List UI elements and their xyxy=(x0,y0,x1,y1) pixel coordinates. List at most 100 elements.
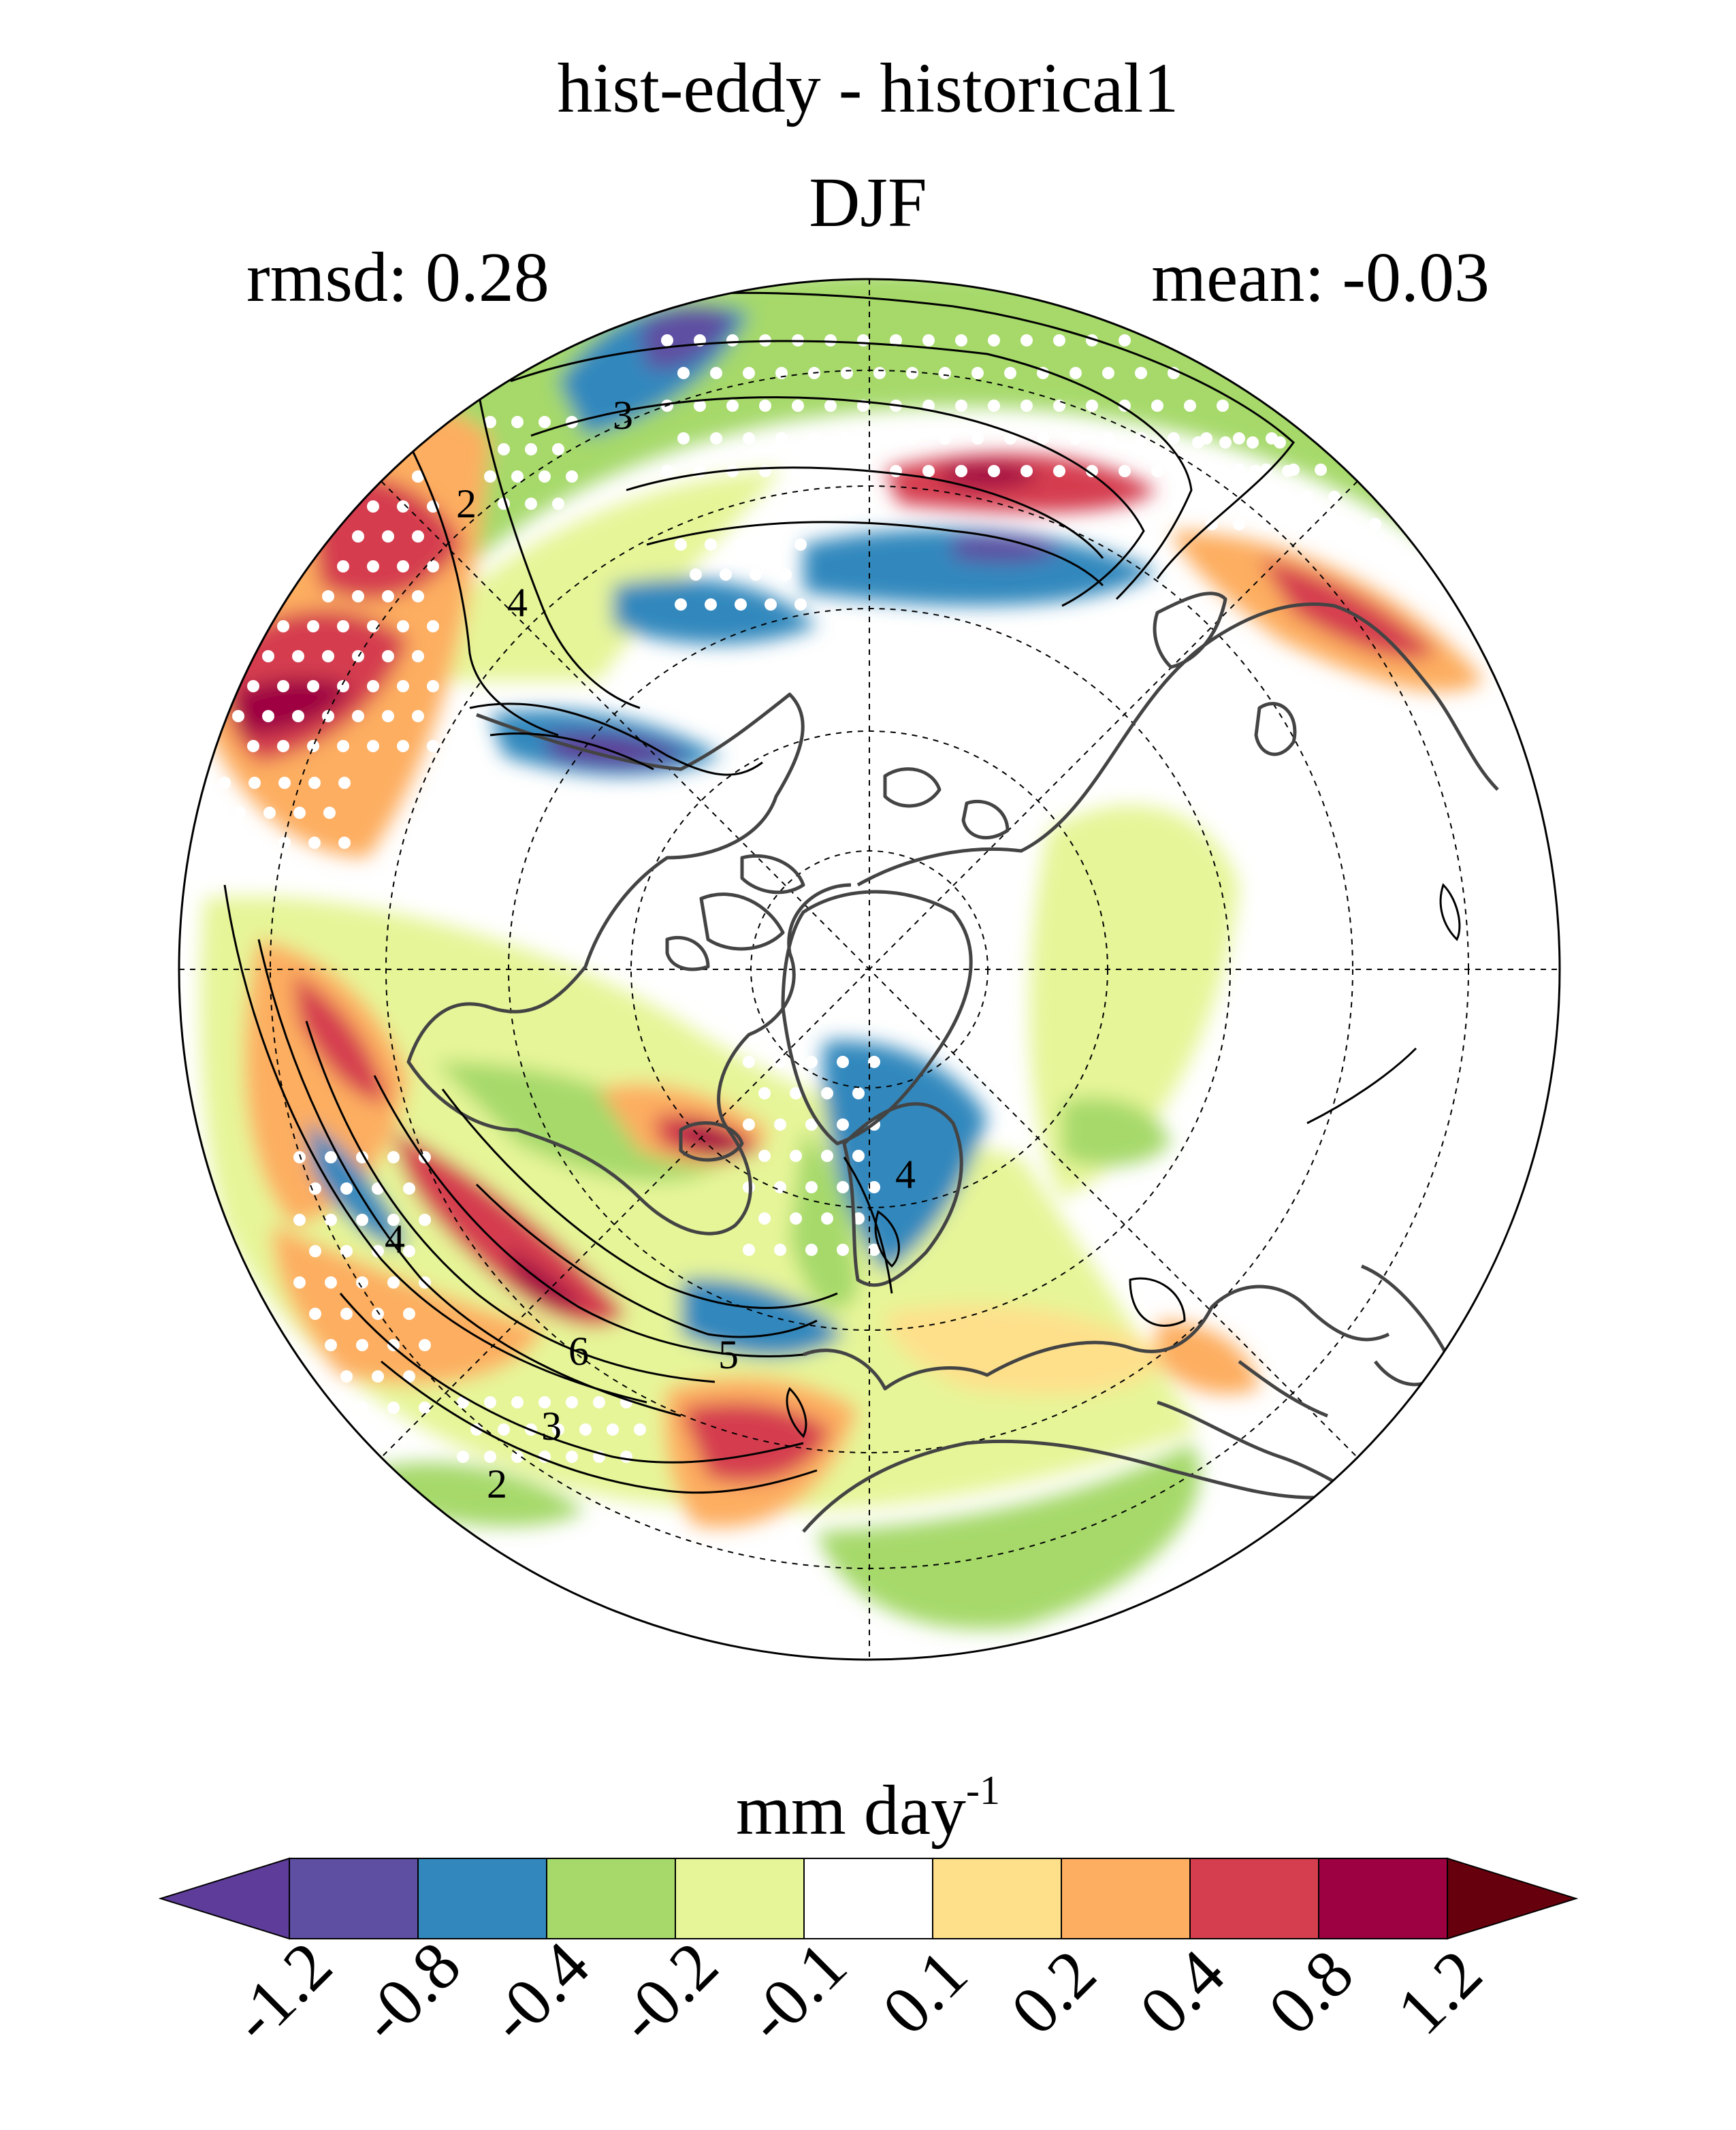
colorbar-tick-label: -0.1 xyxy=(731,1927,861,2056)
stipple-dot xyxy=(552,1423,564,1436)
stipple-dot xyxy=(397,620,409,632)
stipple-dot xyxy=(262,710,274,722)
colorbar-extend-low xyxy=(158,1857,290,1940)
stipple-dot xyxy=(337,740,349,752)
stipple-dot xyxy=(247,740,259,752)
stipple-dot xyxy=(293,1276,306,1289)
stipple-dot xyxy=(661,465,673,477)
coastline-kamchatka xyxy=(1153,592,1227,669)
stipple-dot xyxy=(726,400,739,412)
meridian-135e-45w xyxy=(381,481,1358,1458)
stipple-dot xyxy=(277,680,289,692)
stipple-dot xyxy=(352,710,364,722)
stipple-dot xyxy=(427,680,439,692)
stipple-dot xyxy=(593,1396,605,1408)
contour-aleutian-1 xyxy=(469,703,763,776)
stipple-dot xyxy=(710,432,722,445)
stipple-dot xyxy=(971,367,984,379)
contour-west-pacific-1 xyxy=(407,442,559,737)
colorbar-tick-label: -1.2 xyxy=(216,1927,346,2056)
coastline-arctic-islands xyxy=(883,767,1010,840)
stipple-dot xyxy=(852,1212,865,1225)
field-purple-mid-pacific xyxy=(953,535,1062,563)
stipple-dot xyxy=(337,560,349,572)
stipple-dot xyxy=(307,680,319,692)
stipple-dot xyxy=(293,807,306,819)
stipple-dot xyxy=(1247,436,1259,449)
stipple-dot xyxy=(403,1308,415,1320)
stipple-dot xyxy=(955,334,967,346)
stipple-dot xyxy=(419,1339,431,1351)
stipple-dot xyxy=(356,1339,368,1351)
stipple-dot xyxy=(868,1244,880,1256)
stipple-dot xyxy=(403,1245,415,1257)
stipple-dot xyxy=(1219,491,1232,503)
field-yellow-pacific xyxy=(381,470,783,681)
stipple-dot xyxy=(427,620,439,632)
stipple-dot xyxy=(412,470,424,483)
stipple-dot xyxy=(263,807,276,819)
stipple-dot xyxy=(292,710,304,722)
field-red-gulfstream xyxy=(395,1130,626,1326)
stipple-dot xyxy=(234,807,246,819)
stipple-dot xyxy=(794,598,807,611)
colorbar-box xyxy=(1318,1858,1448,1939)
stipple-dot xyxy=(1217,465,1229,477)
stipple-dot xyxy=(1369,518,1381,530)
stipple-dot xyxy=(774,1118,786,1131)
stipple-dot xyxy=(356,1276,368,1289)
stipple-dot xyxy=(841,432,853,445)
stipple-dot xyxy=(743,1244,755,1256)
stipple-dot xyxy=(419,1402,431,1414)
stipple-dot xyxy=(906,432,918,445)
stipple-dot xyxy=(837,1181,849,1193)
stipple-dot xyxy=(397,740,409,752)
coastline-europe xyxy=(803,1285,1390,1391)
stipple-dot xyxy=(1020,465,1033,477)
stipple-dot xyxy=(340,1182,353,1195)
stipple-dot xyxy=(677,367,690,379)
stipple-dot xyxy=(790,1087,802,1099)
contour-east-asia-1 xyxy=(1439,883,1461,941)
stipple-dot xyxy=(307,620,319,632)
colorbar-unit-label: mm day-1 xyxy=(0,1770,1736,1846)
field-darkred-westcoast xyxy=(231,678,354,735)
stipple-dot xyxy=(1396,1075,1409,1087)
contour-atlantic-7 xyxy=(339,1293,804,1464)
stipple-dot xyxy=(397,680,409,692)
stipple-dot xyxy=(219,837,231,849)
stipple-dot xyxy=(484,470,496,483)
stipple-dot xyxy=(356,1214,368,1226)
stipple-dot xyxy=(955,400,967,412)
stipple-dot xyxy=(758,1150,771,1162)
stipple-dot xyxy=(1486,1015,1498,1027)
stipple-dot xyxy=(765,538,777,551)
stipple-dot xyxy=(1315,464,1327,476)
stipple-dot xyxy=(397,500,409,513)
stipple-dot xyxy=(821,1087,833,1099)
stipple-dot xyxy=(579,1423,592,1436)
stipple-dot xyxy=(566,1396,578,1408)
stipple-dot xyxy=(1192,491,1204,503)
stipple-dot xyxy=(774,1056,786,1068)
precip-anomaly-field xyxy=(191,279,1484,1630)
contour-atlantic-3 xyxy=(305,1020,716,1383)
stipple-dot xyxy=(419,1214,431,1226)
stipple-dot xyxy=(1247,491,1259,503)
stipple-dot xyxy=(1135,367,1147,379)
stipple-dot xyxy=(1287,464,1300,476)
stipple-dot xyxy=(1102,367,1114,379)
stipple-dot xyxy=(824,334,837,346)
stipple-dot xyxy=(352,530,364,543)
figure-title: hist-eddy - historical1 xyxy=(557,49,1179,127)
stipple-dot xyxy=(309,1245,321,1257)
graticule xyxy=(179,279,1560,1660)
stipple-dot xyxy=(1486,1075,1498,1087)
stipple-dot xyxy=(1037,432,1049,445)
map-disc: 3 2 4 4 6 5 3 2 4 xyxy=(179,279,1560,1660)
stipple-dot xyxy=(338,837,351,849)
stipple-dot xyxy=(826,707,838,720)
stipple-dot xyxy=(511,1451,524,1463)
